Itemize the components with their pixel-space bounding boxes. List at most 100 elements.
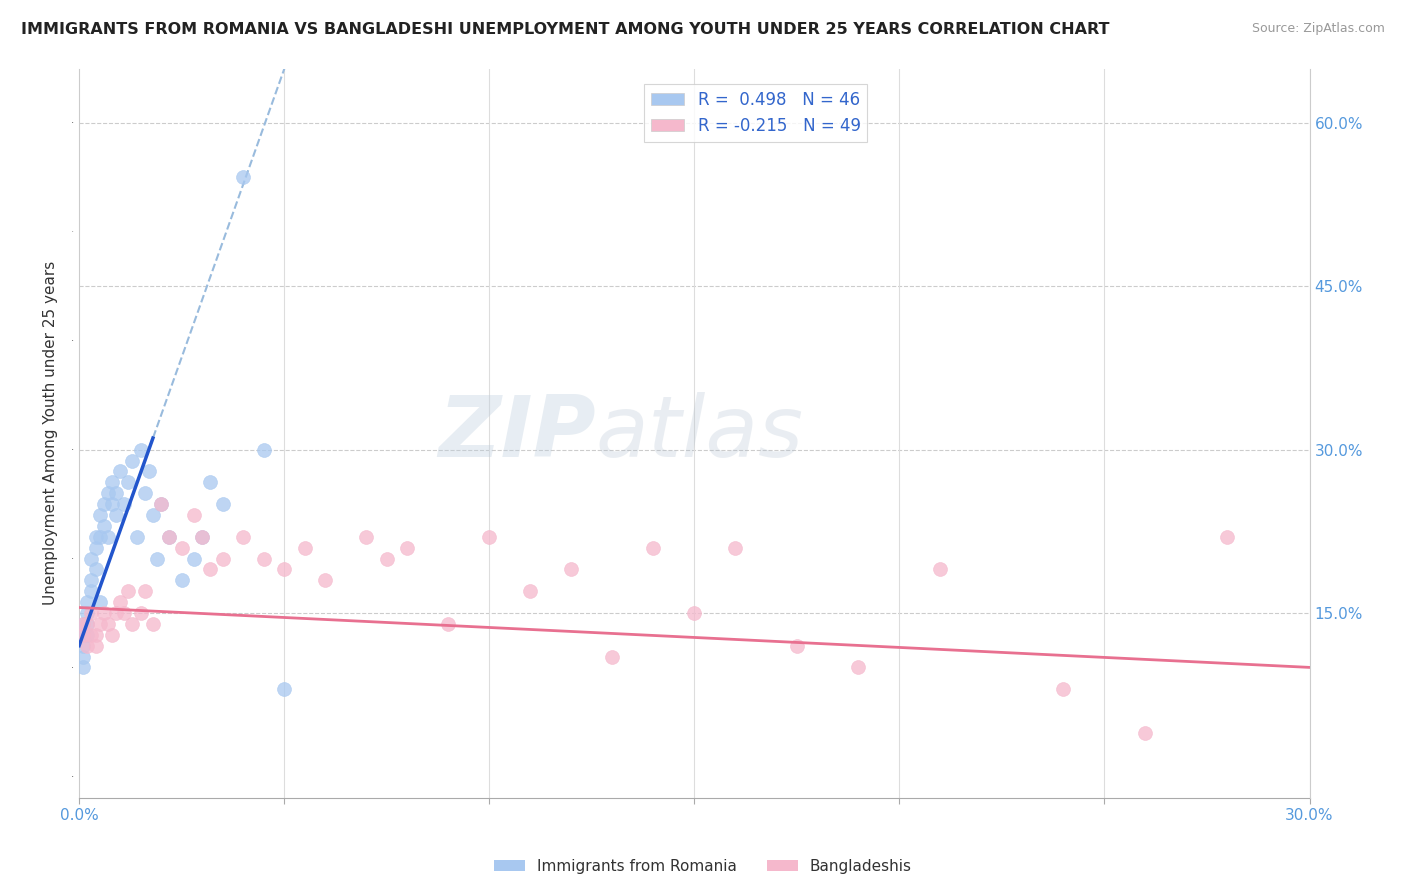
Point [191,530,214,544]
Point [232,170,254,185]
Point [121,616,143,631]
Point [211,551,233,566]
Point [183,551,205,566]
Point [786,639,808,653]
Point [121,453,143,467]
Point [117,584,139,599]
Point [683,606,706,620]
Point [84,628,107,642]
Point [80,628,103,642]
Point [93,519,115,533]
Point [105,508,128,522]
Point [101,628,124,642]
Point [354,530,377,544]
Point [129,606,152,620]
Point [600,649,623,664]
Point [1052,682,1074,697]
Text: Source: ZipAtlas.com: Source: ZipAtlas.com [1251,22,1385,36]
Point [101,497,124,511]
Point [232,530,254,544]
Point [211,497,233,511]
Point [72,628,94,642]
Point [134,584,156,599]
Point [138,464,160,478]
Point [101,475,124,490]
Point [478,530,501,544]
Point [93,497,115,511]
Point [80,584,103,599]
Point [105,606,128,620]
Point [72,660,94,674]
Point [84,541,107,555]
Point [1216,530,1239,544]
Point [200,475,222,490]
Point [253,551,276,566]
Point [929,562,952,576]
Point [294,541,316,555]
Text: ZIP: ZIP [439,392,596,475]
Point [191,530,214,544]
Point [80,551,103,566]
Point [76,616,98,631]
Point [375,551,398,566]
Point [142,616,165,631]
Point [105,486,128,500]
Text: atlas: atlas [596,392,804,475]
Point [84,639,107,653]
Point [80,606,103,620]
Point [150,497,173,511]
Point [643,541,665,555]
Point [108,464,131,478]
Point [150,497,173,511]
Point [125,530,148,544]
Point [183,508,205,522]
Point [560,562,582,576]
Text: IMMIGRANTS FROM ROMANIA VS BANGLADESHI UNEMPLOYMENT AMONG YOUTH UNDER 25 YEARS C: IMMIGRANTS FROM ROMANIA VS BANGLADESHI U… [21,22,1109,37]
Point [112,497,135,511]
Point [89,508,111,522]
Point [72,616,94,631]
Point [112,606,135,620]
Point [84,562,107,576]
Point [108,595,131,609]
Point [170,541,193,555]
Point [72,616,94,631]
Point [129,442,152,457]
Point [519,584,541,599]
Point [84,530,107,544]
Point [76,616,98,631]
Point [314,574,336,588]
Point [93,606,115,620]
Point [273,682,295,697]
Point [170,574,193,588]
Point [848,660,870,674]
Point [97,616,120,631]
Point [724,541,747,555]
Point [80,574,103,588]
Point [76,639,98,653]
Point [97,530,120,544]
Point [273,562,295,576]
Legend: Immigrants from Romania, Bangladeshis: Immigrants from Romania, Bangladeshis [488,853,918,880]
Point [76,628,98,642]
Point [72,628,94,642]
Point [117,475,139,490]
Point [134,486,156,500]
Point [253,442,276,457]
Point [76,595,98,609]
Point [146,551,169,566]
Point [72,649,94,664]
Point [76,606,98,620]
Point [1135,725,1157,739]
Point [437,616,460,631]
Point [157,530,180,544]
Legend: R =  0.498   N = 46, R = -0.215   N = 49: R = 0.498 N = 46, R = -0.215 N = 49 [644,84,868,142]
Y-axis label: Unemployment Among Youth under 25 years: Unemployment Among Youth under 25 years [44,261,58,606]
Point [89,530,111,544]
Point [89,595,111,609]
Point [97,486,120,500]
Point [89,616,111,631]
Point [72,639,94,653]
Point [200,562,222,576]
Point [142,508,165,522]
